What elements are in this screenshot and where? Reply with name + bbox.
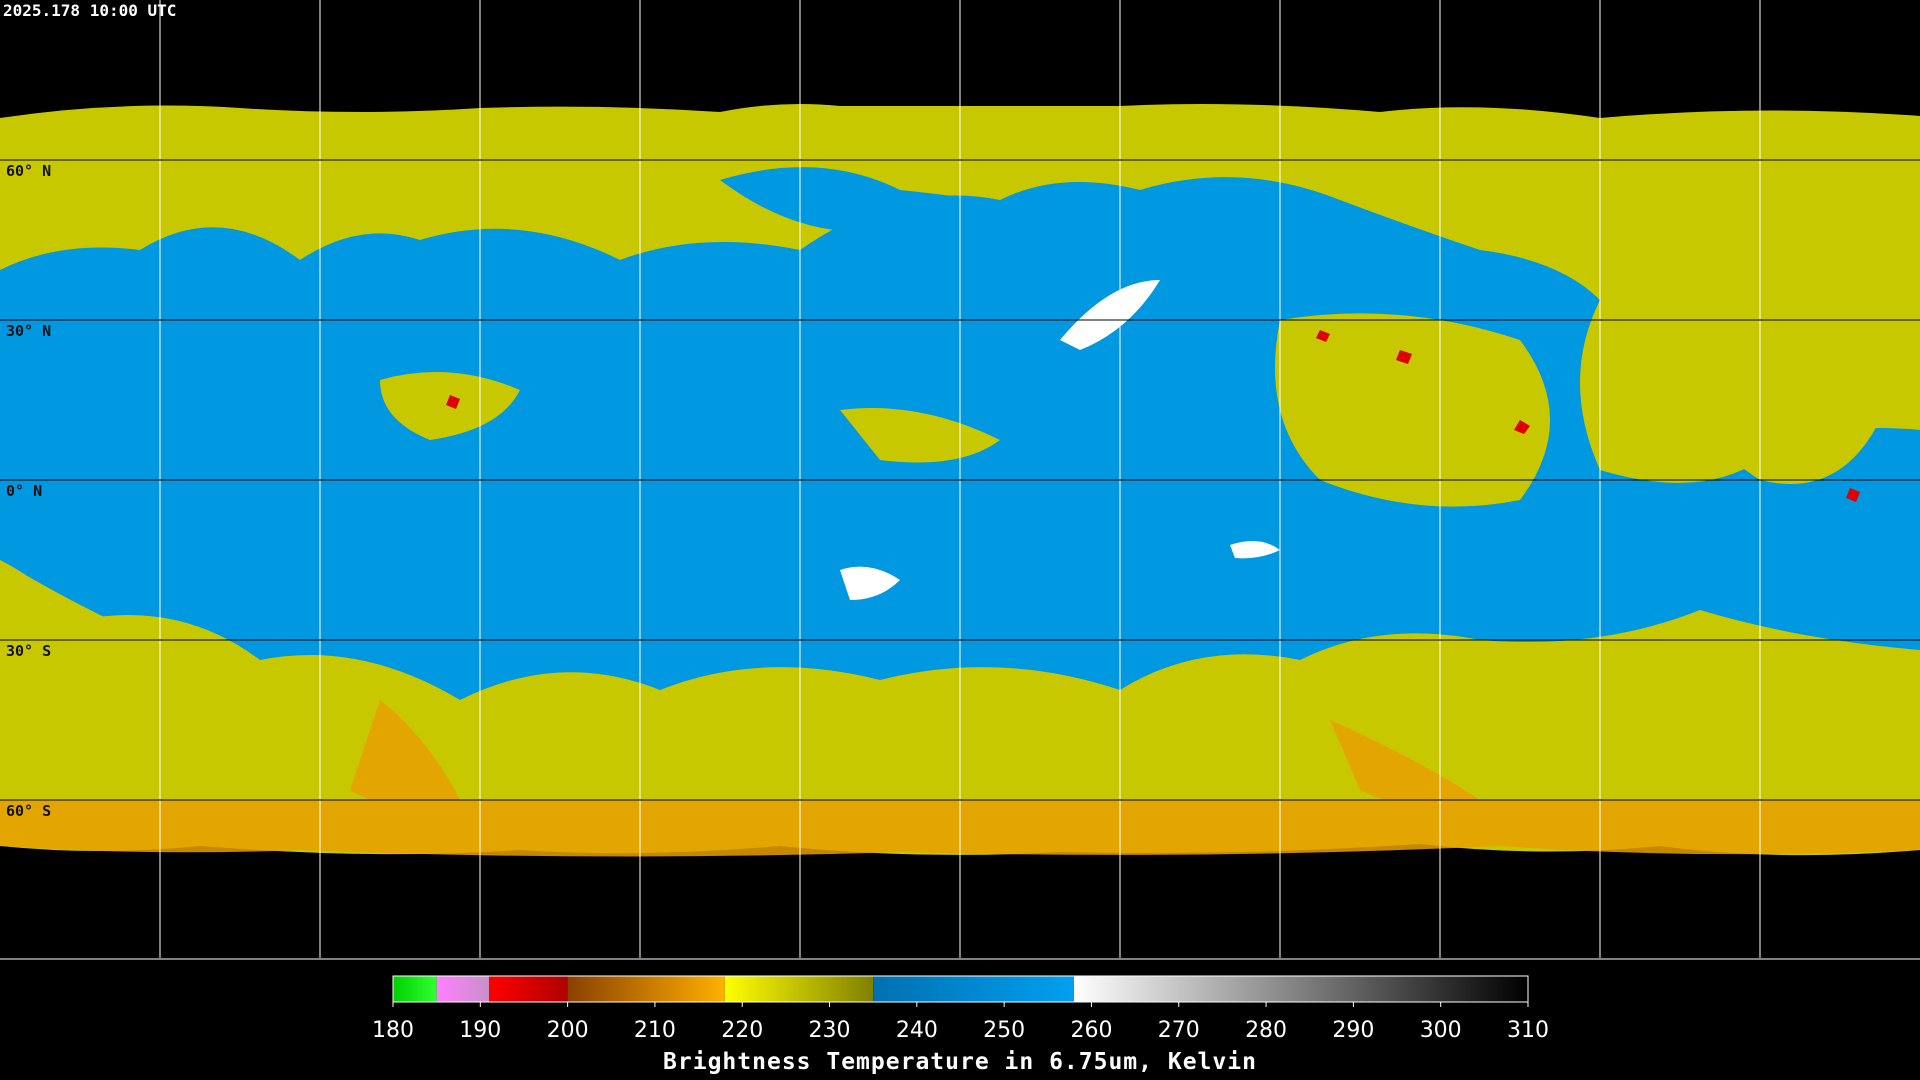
colorbar-segment xyxy=(873,976,1074,1002)
colorbar-segment xyxy=(1074,976,1528,1002)
latitude-label: 30° N xyxy=(6,322,51,340)
colorbar-tick-label: 290 xyxy=(1332,1018,1374,1043)
colorbar-tick-label: 270 xyxy=(1158,1018,1200,1043)
colorbar-tick-label: 300 xyxy=(1420,1018,1462,1043)
colorbar-tick-label: 220 xyxy=(721,1018,763,1043)
colorbar-tick-label: 250 xyxy=(983,1018,1025,1043)
colorbar-label: Brightness Temperature in 6.75um, Kelvin xyxy=(663,1049,1257,1075)
colorbar-segment xyxy=(436,976,490,1002)
colorbar-segment xyxy=(393,976,437,1002)
latitude-label: 30° S xyxy=(6,642,51,660)
latitude-label: 60° N xyxy=(6,162,51,180)
colorbar-tick-label: 190 xyxy=(459,1018,501,1043)
colorbar-segment xyxy=(724,976,874,1002)
colorbar-tick-label: 210 xyxy=(634,1018,676,1043)
latitude-label: 0° N xyxy=(6,482,42,500)
colorbar-segment xyxy=(567,976,725,1002)
colorbar-tick-label: 260 xyxy=(1070,1018,1112,1043)
colorbar-tick-label: 310 xyxy=(1507,1018,1549,1043)
colorbar-tick-label: 280 xyxy=(1245,1018,1287,1043)
colorbar-tick-label: 230 xyxy=(809,1018,851,1043)
latitude-label: 60° S xyxy=(6,802,51,820)
timestamp: 2025.178 10:00 UTC xyxy=(3,1,176,20)
colorbar-tick-label: 200 xyxy=(547,1018,589,1043)
colorbar-frame xyxy=(392,975,1529,1003)
colorbar-tick-label: 180 xyxy=(372,1018,414,1043)
colorbar-tick-label: 240 xyxy=(896,1018,938,1043)
colorbar-segment xyxy=(489,976,568,1002)
